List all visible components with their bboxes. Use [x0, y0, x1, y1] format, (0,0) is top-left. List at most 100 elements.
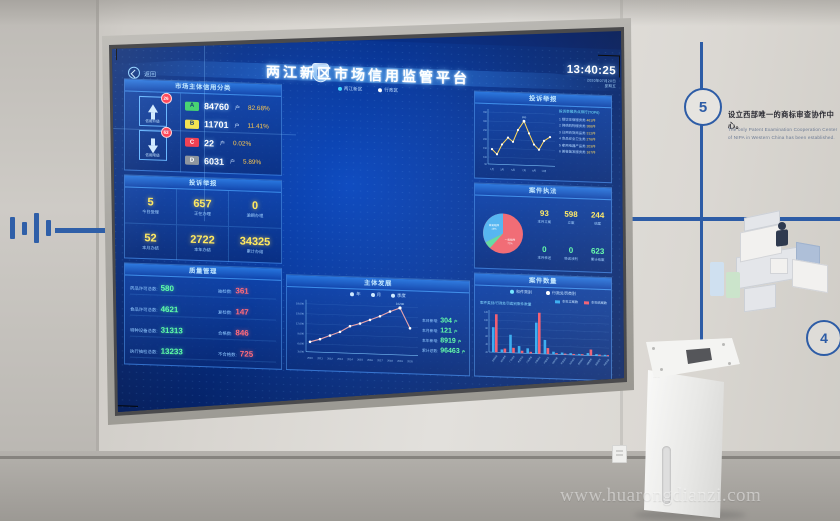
quality-value: 846	[235, 328, 249, 338]
credit-change-buttons: 信用升级 26 信用降级 63	[125, 91, 181, 173]
grade-pct-a: 82.68%	[248, 104, 270, 113]
tab-quarter-label: 季度	[397, 292, 406, 299]
infographic-title: 设立西部唯一的商标审查协作中心。	[728, 110, 835, 130]
quality-left-column: 药品许可总数: 580 食品许可总数: 4621 特种设备总数: 31313 执行抽检…	[130, 279, 218, 365]
grade-count-a: 84760	[204, 101, 230, 113]
case-quantity-panel: 案件数量 和件类别 行政处罚类别 本年立案数 本年结案数 案件类别/行政处罚类别…	[474, 272, 612, 383]
quality-value: 361	[235, 286, 249, 297]
case-bars-series-a	[492, 322, 607, 357]
credit-upgrade-badge: 26	[160, 92, 172, 105]
grade-pct-b: 11.41%	[247, 122, 269, 131]
quality-value: 13233	[160, 346, 183, 357]
quality-row: 抽检数: 361	[218, 286, 276, 301]
complaint-value: 5	[147, 195, 154, 209]
arrow-up-icon	[147, 103, 158, 113]
law-stat-cell[interactable]: 93 本月立案	[531, 197, 558, 234]
quality-panel: 质量管理 药品许可总数: 580 食品许可总数: 4621 特种设备总数: 31313…	[124, 262, 282, 370]
complaint-value: 657	[193, 197, 212, 211]
complaint-panel: 投诉举报 5 今日受理 657 正在办理 0 逾期办理 52 本月办结 2722 本年办结…	[124, 174, 282, 264]
trend-item-value: 312件	[586, 131, 596, 136]
development-stat-label: 累计总数:	[422, 348, 439, 353]
svg-text:计量违法: 计量违法	[542, 356, 550, 365]
complaint-cell[interactable]: 0 逾期办理	[229, 191, 281, 229]
law-stats-grid: 93 本月立案 598 立案 244 结案 0 本月移送 0 移送涉刑 623 累计结案	[531, 197, 611, 273]
case-tab-0[interactable]: 和件类别	[510, 289, 532, 296]
development-line-chart[interactable]: 16200 18,000 15,000 12,000 9,000 6,000 3,000…	[290, 295, 420, 369]
law-stat-value: 0	[568, 246, 574, 256]
ceiling-shadow	[0, 0, 840, 26]
svg-text:3月: 3月	[500, 167, 504, 171]
floor-baseboard	[0, 456, 840, 459]
svg-text:16200: 16200	[396, 302, 405, 306]
credit-classification-panel: 市场主体信用分类 信用升级 26	[124, 78, 282, 176]
law-stat-label: 移送涉刑	[564, 256, 578, 262]
trend-item-value: 276件	[586, 137, 596, 143]
case-tab-1-label: 行政处罚类别	[552, 290, 576, 297]
development-panel: 主体发展 年 月 季度	[286, 274, 470, 377]
trend-line-chart[interactable]: 300 350 300 250 200 150 100 50 1月 3月 5月 7月 9月 11…	[475, 104, 557, 182]
credit-grade-row-d[interactable]: D 6031 户 5.89%	[185, 155, 277, 168]
case-chart-svg: 120 100 80 60 40 20	[484, 309, 610, 367]
case-tab-1[interactable]: 行政处罚类别	[546, 290, 576, 297]
law-stat-label: 结案	[594, 221, 602, 226]
law-stat-cell[interactable]: 0 本月移送	[531, 234, 558, 271]
svg-text:20: 20	[485, 351, 488, 354]
law-stat-cell[interactable]: 244 结案	[584, 199, 611, 236]
kiosk-stand	[628, 338, 748, 521]
svg-text:9,000: 9,000	[298, 331, 305, 335]
svg-text:一般程序: 一般程序	[505, 237, 516, 241]
isometric-desk-illustration	[700, 200, 840, 340]
law-stat-cell[interactable]: 0 移送涉刑	[558, 235, 585, 272]
credit-upgrade-button[interactable]: 信用升级 26	[138, 92, 172, 127]
screen-surface[interactable]: 返回 两江新区市场信用监管平台 两江新区 行政区 13:40:25 2020年0…	[112, 31, 624, 412]
development-stat-unit: 户	[457, 339, 462, 344]
law-pie-chart[interactable]: 简易程序 18% 一般程序 72%	[475, 196, 531, 271]
led-video-wall[interactable]: 返回 两江新区市场信用监管平台 两江新区 行政区 13:40:25 2020年0…	[96, 18, 636, 428]
credit-downgrade-button[interactable]: 信用降级 63	[138, 126, 172, 161]
law-stat-value: 0	[542, 245, 547, 255]
complaint-cell[interactable]: 34325 累计办结	[229, 227, 281, 264]
tab-month-label: 月	[376, 292, 381, 298]
svg-text:2012: 2012	[327, 356, 333, 360]
case-bar-chart[interactable]: 120 100 80 60 40 20	[475, 306, 611, 383]
dashboard[interactable]: 返回 两江新区市场信用监管平台 两江新区 行政区 13:40:25 2020年0…	[112, 32, 624, 412]
case-legend-1: 本年结案数	[584, 299, 607, 305]
complaint-cell[interactable]: 2722 本年办结	[177, 224, 229, 263]
wall-line-graphic	[55, 228, 119, 233]
credit-upgrade-label: 信用升级	[145, 119, 160, 124]
law-stat-cell[interactable]: 623 累计结案	[584, 236, 611, 273]
grade-chip-a: A	[185, 101, 199, 111]
law-stat-value: 623	[590, 246, 605, 257]
svg-text:11月: 11月	[542, 169, 547, 173]
svg-text:合同违法: 合同违法	[568, 357, 576, 366]
svg-text:15,000: 15,000	[296, 311, 304, 315]
credit-downgrade-label: 信用降级	[145, 153, 160, 158]
trend-list-item[interactable]: 6 美容美发服务类 167件	[559, 149, 609, 157]
development-stat-label: 本年新增:	[422, 338, 439, 343]
complaint-cell[interactable]: 5 今日受理	[125, 187, 177, 225]
svg-text:9月: 9月	[532, 168, 536, 172]
grade-pct-d: 5.89%	[243, 158, 262, 167]
grade-pct-c: 0.02%	[233, 140, 252, 148]
svg-text:2015: 2015	[357, 357, 363, 361]
infographic-next-number: 4	[806, 320, 840, 356]
svg-text:7月: 7月	[522, 168, 526, 172]
development-stat-label: 本月新增:	[422, 328, 439, 333]
law-enforcement-panel: 案件执法 简易程序 18% 一般程序 72%	[474, 182, 612, 274]
law-stat-label: 本月立案	[537, 219, 552, 224]
svg-text:商标侵权: 商标侵权	[499, 354, 507, 363]
credit-grade-row-a[interactable]: A 84760 户 82.68%	[185, 101, 277, 114]
complaint-cell[interactable]: 52 本月办结	[125, 222, 177, 261]
trend-item-value: 461件	[586, 118, 596, 123]
quality-row: 复检数: 147	[218, 306, 276, 321]
credit-grade-row-c[interactable]: C 22 户 0.02%	[185, 137, 277, 150]
law-stat-cell[interactable]: 598 立案	[558, 198, 585, 235]
quality-label: 复检数:	[218, 309, 233, 316]
development-stat-value: 121	[440, 326, 452, 335]
complaint-cell[interactable]: 657 正在办理	[177, 189, 229, 227]
complaint-trend-panel: 投诉举报	[474, 90, 612, 184]
svg-text:80: 80	[485, 327, 488, 330]
case-legend-0: 本年立案数	[555, 298, 578, 304]
map-crosshair-v	[204, 35, 205, 222]
grade-count-d: 6031	[204, 156, 225, 167]
